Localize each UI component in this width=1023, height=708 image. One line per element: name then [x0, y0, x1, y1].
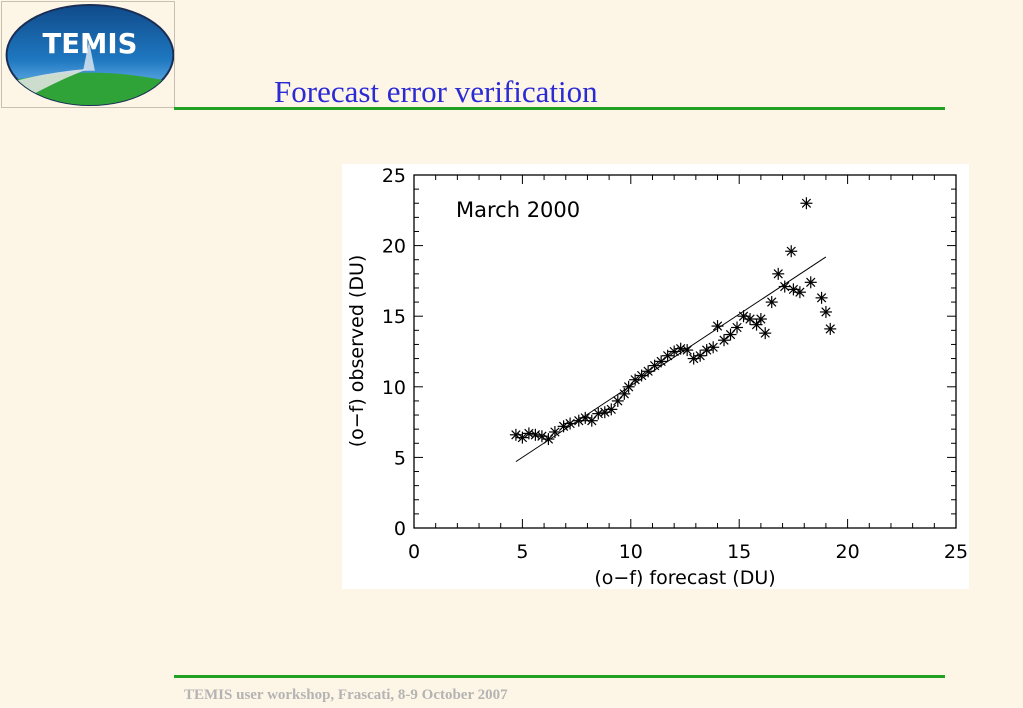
x-tick-label: 0 — [408, 541, 420, 563]
axis-tick-labels: 0 5 10 15 20 25 0 5 10 15 20 25 — [382, 165, 968, 563]
data-point — [711, 320, 724, 333]
data-point — [516, 431, 529, 444]
data-point — [718, 334, 731, 347]
data-point — [622, 380, 635, 393]
data-point — [694, 349, 707, 362]
temis-logo: TEMIS — [1, 1, 175, 108]
y-tick-label: 0 — [394, 518, 406, 540]
data-point — [707, 341, 720, 354]
data-point — [765, 296, 778, 309]
data-point — [564, 417, 577, 430]
data-point — [618, 387, 631, 400]
temis-logo-icon: TEMIS — [5, 3, 174, 107]
data-point — [548, 425, 561, 438]
chart-canvas: 0 5 10 15 20 25 0 5 10 15 20 25 March 2000 (o−f) fo… — [346, 165, 968, 589]
data-point — [804, 276, 817, 289]
title-divider — [174, 107, 945, 110]
y-tick-label: 15 — [382, 306, 406, 328]
data-point — [605, 403, 618, 416]
scatter-chart: 0 5 10 15 20 25 0 5 10 15 20 25 March 2000 (o−f) fo… — [342, 164, 969, 589]
data-point — [635, 369, 648, 382]
footer-divider — [174, 675, 945, 678]
data-point — [759, 327, 772, 340]
chart-annotation: March 2000 — [456, 198, 580, 222]
data-point — [750, 318, 763, 331]
y-tick-label: 5 — [394, 447, 406, 469]
x-tick-label: 15 — [727, 541, 751, 563]
y-tick-label: 25 — [382, 165, 406, 187]
y-tick-label: 10 — [382, 377, 406, 399]
data-point — [681, 344, 694, 357]
data-point — [724, 328, 737, 341]
footer-text: TEMIS user workshop, Frascati, 8-9 Octob… — [184, 687, 508, 703]
data-point — [642, 365, 655, 378]
x-tick-label: 10 — [619, 541, 643, 563]
data-point — [785, 245, 798, 258]
data-point — [754, 313, 767, 326]
page-title: Forecast error verification — [274, 74, 598, 109]
data-point — [815, 291, 828, 304]
data-point — [744, 313, 757, 326]
data-point — [772, 267, 785, 280]
x-tick-label: 5 — [516, 541, 528, 563]
axis-ticks — [413, 174, 957, 529]
data-points — [509, 197, 837, 446]
data-point — [778, 280, 791, 293]
logo-text: TEMIS — [43, 29, 138, 60]
x-axis-label: (o−f) forecast (DU) — [594, 567, 775, 589]
plot-area — [413, 174, 957, 529]
data-point — [819, 305, 832, 318]
data-point — [800, 197, 813, 210]
data-point — [731, 321, 744, 334]
data-point — [793, 286, 806, 299]
y-tick-label: 20 — [382, 236, 406, 258]
data-point — [585, 414, 598, 427]
data-point — [629, 373, 642, 386]
data-point — [824, 322, 837, 335]
x-tick-label: 20 — [836, 541, 860, 563]
data-point — [648, 359, 661, 372]
data-point — [655, 355, 668, 368]
data-point — [661, 349, 674, 362]
x-tick-label: 25 — [944, 541, 968, 563]
y-axis-label: (o−f) observed (DU) — [346, 255, 368, 448]
